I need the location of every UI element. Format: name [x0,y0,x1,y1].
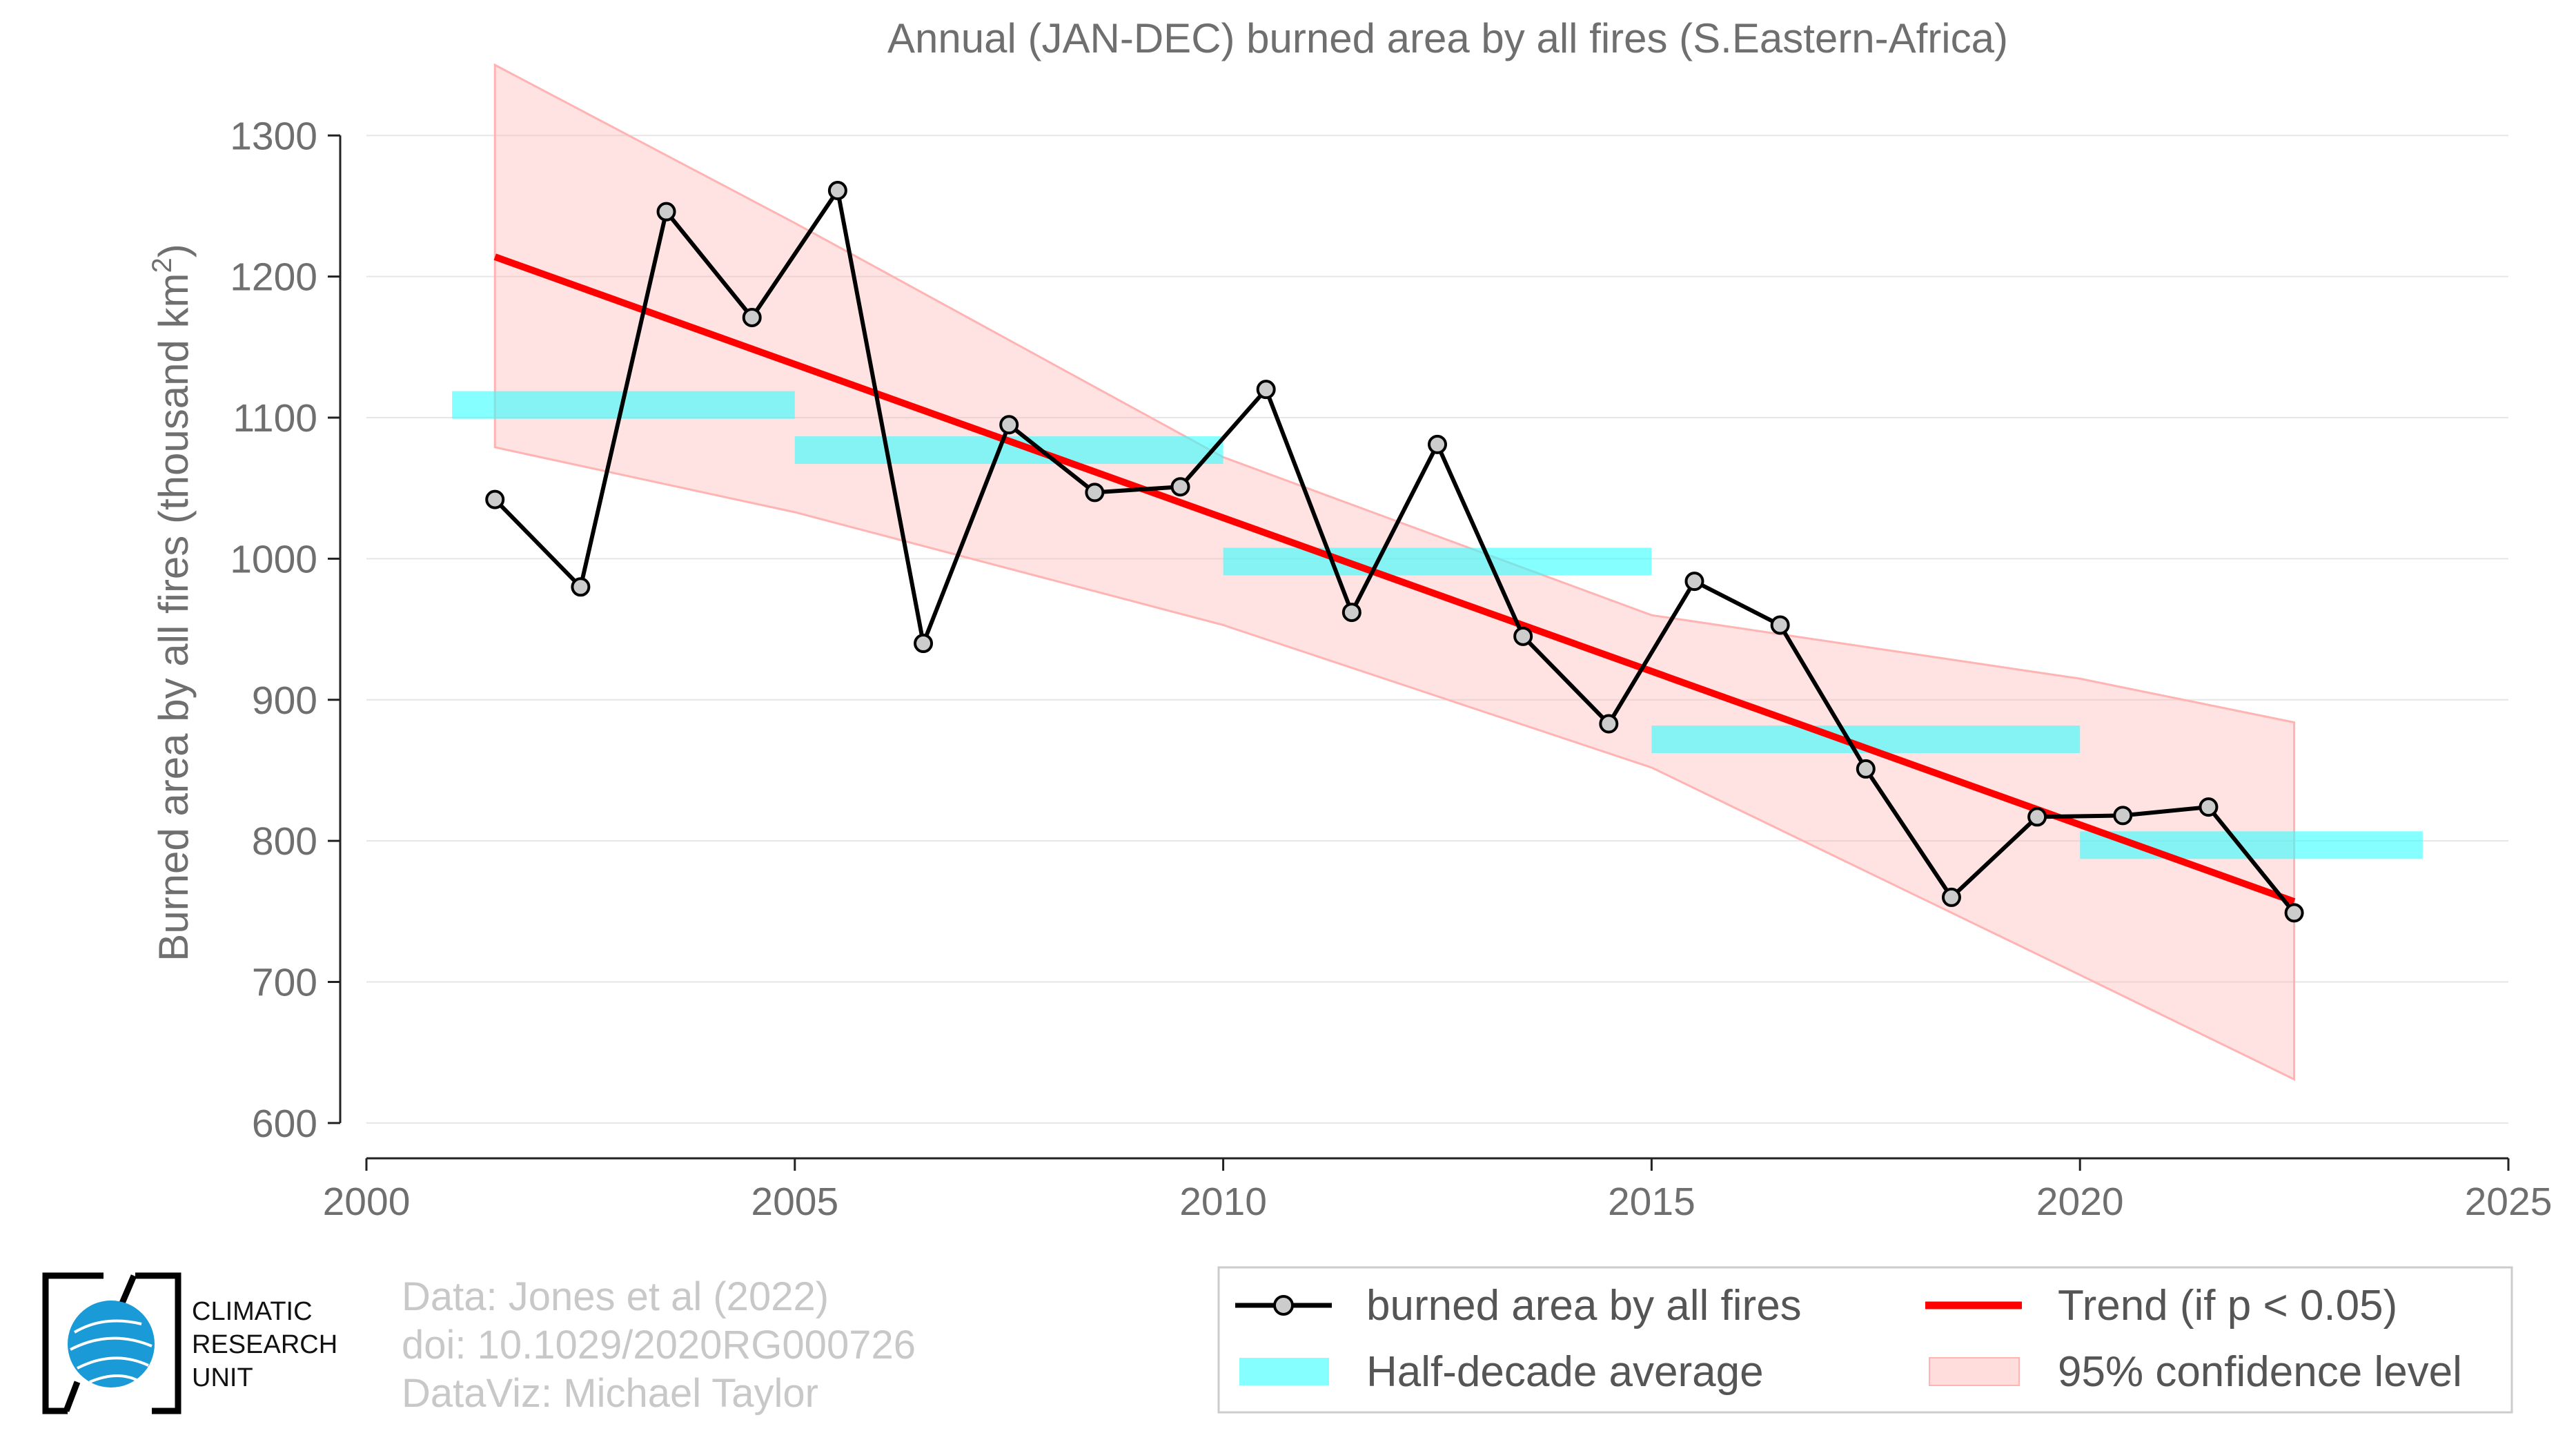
y-tick-label-1000: 1000 [230,537,317,581]
legend: burned area by all fires Half-decade ave… [1217,1266,2513,1414]
logo-slash-top-icon [118,1274,137,1306]
y-tick-label-600: 600 [252,1102,317,1146]
chart-title: Annual (JAN-DEC) burned area by all fire… [887,15,2008,61]
y-tick-label-1200: 1200 [230,255,317,300]
data-point-22 [2284,903,2304,923]
data-point-8 [1085,483,1105,503]
series-line [493,188,2296,915]
y-tick-label-900: 900 [252,679,317,723]
data-point-13 [1513,626,1533,646]
y-tick-label-1100: 1100 [233,396,317,440]
legend-marker-series [1273,1295,1294,1316]
y-ticks: 600 700 800 900 1000 1100 1200 1300 [230,114,340,1146]
legend-box [1217,1266,2513,1414]
y-axis-label: Burned area by all fires (thousand km2) [147,244,197,961]
data-point-15 [1684,572,1704,592]
data-point-16 [1770,615,1790,635]
trend-layer [493,253,2296,905]
legend-item-half-decade: Half-decade average [1239,1348,1764,1396]
x-tick-label-2020: 2020 [2036,1180,2124,1224]
data-point-5 [827,181,847,201]
axes [339,135,2508,1160]
legend-item-trend: Trend (if p < 0.05) [1925,1282,2397,1330]
data-point-3 [656,202,676,222]
legend-swatch-confidence [1929,1357,2020,1386]
credits: Data: Jones et al (2022) doi: 10.1029/20… [402,1274,916,1416]
data-point-6 [914,634,934,654]
x-ticks: 2000 2005 2010 2015 2020 2025 [323,1158,2553,1224]
y-tick-label-1300: 1300 [230,114,317,158]
data-point-12 [1428,434,1447,454]
logo-bracket-right-icon [135,1272,181,1414]
y-axis-label-close: ) [150,244,197,257]
data-point-7 [999,415,1019,435]
data-point-11 [1341,603,1361,623]
logo-slash-bottom-icon [63,1381,81,1412]
y-axis-label-superscript: 2 [147,257,177,273]
y-tick-label-700: 700 [252,961,317,1005]
legend-item-series: burned area by all fires [1235,1282,1802,1330]
data-point-21 [2199,797,2219,817]
cru-logo: CLIMATIC RESEARCH UNIT [42,1272,337,1414]
legend-label-trend: Trend (if p < 0.05) [2058,1282,2397,1330]
data-point-17 [1856,759,1876,779]
legend-label-series: burned area by all fires [1366,1282,1802,1330]
x-tick-label-2015: 2015 [1608,1180,1695,1224]
data-point-1 [485,489,505,509]
half-decade-bar-3 [1223,547,1652,576]
data-point-19 [2027,807,2047,827]
legend-label-half-decade: Half-decade average [1366,1348,1764,1396]
data-point-9 [1170,477,1190,497]
legend-item-confidence: 95% confidence level [1929,1348,2462,1396]
x-tick-label-2005: 2005 [751,1180,838,1224]
logo-globe-swirl-icon [70,1319,153,1383]
credit-dataviz: DataViz: Michael Taylor [402,1371,818,1416]
x-tick-label-2025: 2025 [2465,1180,2553,1224]
logo-text-line1: CLIMATIC [192,1297,313,1326]
legend-swatch-half-decade [1239,1358,1329,1385]
y-axis-label-main: Burned area by all fires (thousand km [150,273,197,962]
data-point-14 [1599,714,1619,734]
data-point-4 [742,307,762,327]
x-tick-label-2000: 2000 [323,1180,411,1224]
logo-text-line3: UNIT [192,1363,253,1392]
logo-text-line2: RESEARCH [192,1330,337,1359]
data-point-2 [571,577,591,597]
data-point-18 [1941,887,1961,907]
x-tick-label-2010: 2010 [1179,1180,1267,1224]
data-point-20 [2113,806,2133,826]
credit-doi: doi: 10.1029/2020RG000726 [402,1323,916,1367]
logo-bracket-left-icon [42,1272,104,1414]
legend-label-confidence: 95% confidence level [2058,1348,2462,1396]
credit-data: Data: Jones et al (2022) [402,1274,829,1319]
series-layer [485,181,2304,923]
data-point-10 [1256,380,1276,400]
y-tick-label-800: 800 [252,819,317,864]
trend-line [493,253,2296,905]
